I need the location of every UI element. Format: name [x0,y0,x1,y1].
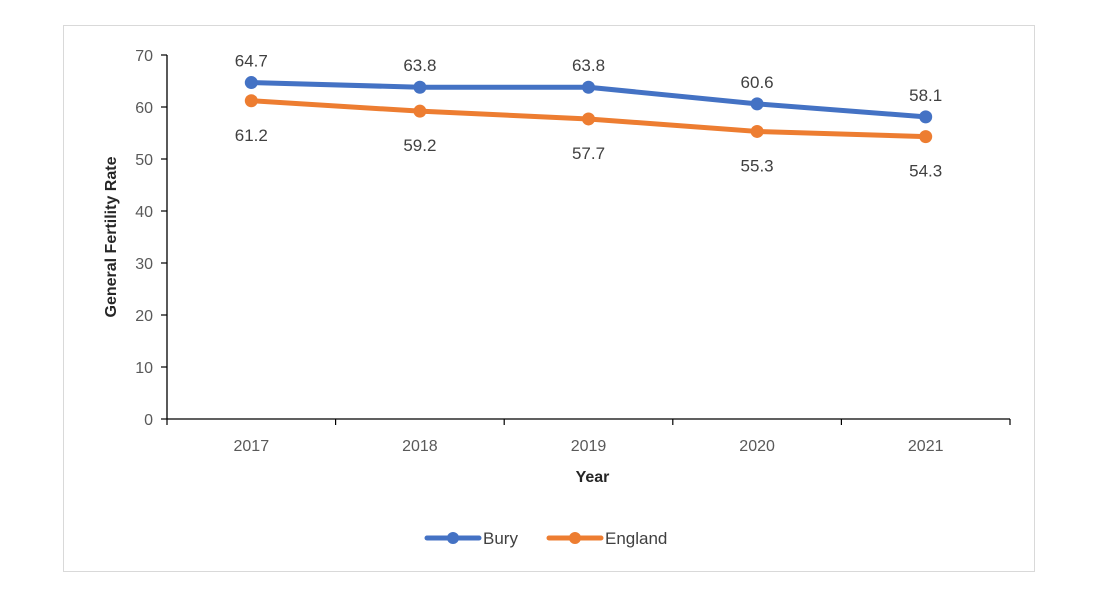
y-ticks: 0 10 20 30 40 50 60 70 [135,48,167,429]
data-label: 63.8 [572,56,605,75]
data-point [582,112,595,126]
data-point [919,110,933,124]
data-label: 61.2 [235,126,268,145]
y-tick-label: 30 [135,256,153,273]
axes: 0 10 20 30 40 50 60 70 2017 2018 2019 2020 2021 [135,48,1011,455]
legend-marker [569,532,581,544]
legend-label: England [605,529,667,548]
x-tick-label: 2021 [908,438,944,455]
x-tick-label: 2020 [739,438,775,455]
data-label: 58.1 [909,86,942,105]
data-point [750,124,764,138]
data-label: 64.7 [235,52,268,71]
x-tick-label: 2019 [571,438,607,455]
series-england: 61.2 59.2 57.7 55.3 54.3 [235,94,942,181]
y-axis-title: General Fertility Rate [103,156,120,317]
legend-label: Bury [483,529,518,548]
legend-marker [447,532,459,544]
y-tick-label: 60 [135,100,153,117]
data-point [244,76,258,90]
y-tick-label: 70 [135,48,153,65]
data-point [244,94,258,108]
data-label: 60.6 [741,73,774,92]
legend-item-bury: Bury [424,529,518,548]
series-layer: 61.2 59.2 57.7 55.3 54.3 64.7 63.8 63.8 60.6 58.1 [235,52,942,181]
y-tick-label: 50 [135,152,153,169]
x-tick-label: 2018 [402,438,438,455]
x-axis-title: Year [576,469,610,486]
y-tick-label: 0 [144,412,153,429]
y-tick-label: 10 [135,360,153,377]
data-label: 54.3 [909,162,942,181]
data-label: 57.7 [572,144,605,163]
data-label: 55.3 [741,156,774,175]
y-tick-label: 40 [135,204,153,221]
legend-item-england: England [546,529,667,548]
data-label: 59.2 [403,136,436,155]
data-point [919,130,933,144]
x-tick-label: 2017 [234,438,270,455]
legend: Bury England [424,529,667,548]
y-tick-label: 20 [135,308,153,325]
data-point [413,80,427,94]
x-ticks: 2017 2018 2019 2020 2021 [166,419,1011,455]
series-bury: 64.7 63.8 63.8 60.6 58.1 [235,52,942,124]
data-point [413,104,427,118]
data-point [750,97,764,111]
data-point [582,80,595,94]
data-label: 63.8 [403,56,436,75]
